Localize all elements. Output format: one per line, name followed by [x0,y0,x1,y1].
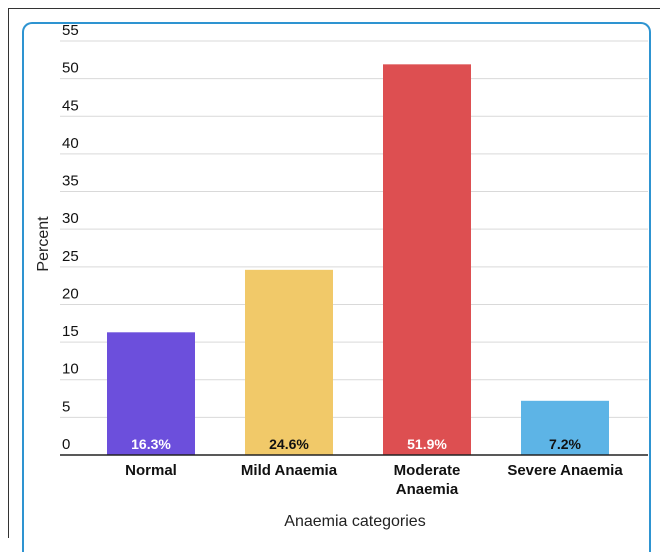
data-label: 51.9% [407,436,447,452]
y-tick-labels: 0 5 10 15 20 25 30 35 40 45 50 55 [62,22,79,453]
y-tick-label: 45 [62,97,79,114]
data-labels: 16.3% 24.6% 51.9% 7.2% [131,436,581,452]
y-tick-label: 40 [62,135,79,152]
bar-moderate-anaemia [383,64,471,456]
y-tick-label: 15 [62,323,79,340]
y-tick-label: 5 [62,398,70,415]
y-tick-label: 0 [62,436,70,453]
y-tick-label: 20 [62,285,79,302]
y-tick-label: 10 [62,361,79,378]
y-tick-label: 25 [62,248,79,265]
y-tick-label: 30 [62,210,79,227]
category-label: Anaemia [396,481,459,498]
chart-card [22,22,651,552]
data-label: 7.2% [549,436,581,452]
anaemia-bar-chart: 0 5 10 15 20 25 30 35 40 45 50 55 16.3% 24.6% 51.9% 7.… [35,22,648,530]
y-axis-title: Percent [35,216,52,272]
grid-lines [60,40,648,418]
category-labels: Normal Mild Anaemia Moderate Anaemia Severe … [125,462,623,498]
bars [107,64,609,456]
bar-normal [107,332,195,455]
bar-mild-anaemia [245,269,333,455]
data-label: 16.3% [131,436,171,452]
y-tick-label: 50 [62,60,79,77]
data-label: 24.6% [269,436,309,452]
y-tick-label: 35 [62,173,79,190]
category-label: Mild Anaemia [241,462,338,479]
category-label: Severe Anaemia [507,462,623,479]
category-label: Moderate [394,462,461,479]
outer-frame [8,8,660,538]
y-tick-label: 55 [62,22,79,39]
x-axis-title: Anaemia categories [284,513,425,530]
category-label: Normal [125,462,177,479]
bar-severe-anaemia [521,400,609,455]
